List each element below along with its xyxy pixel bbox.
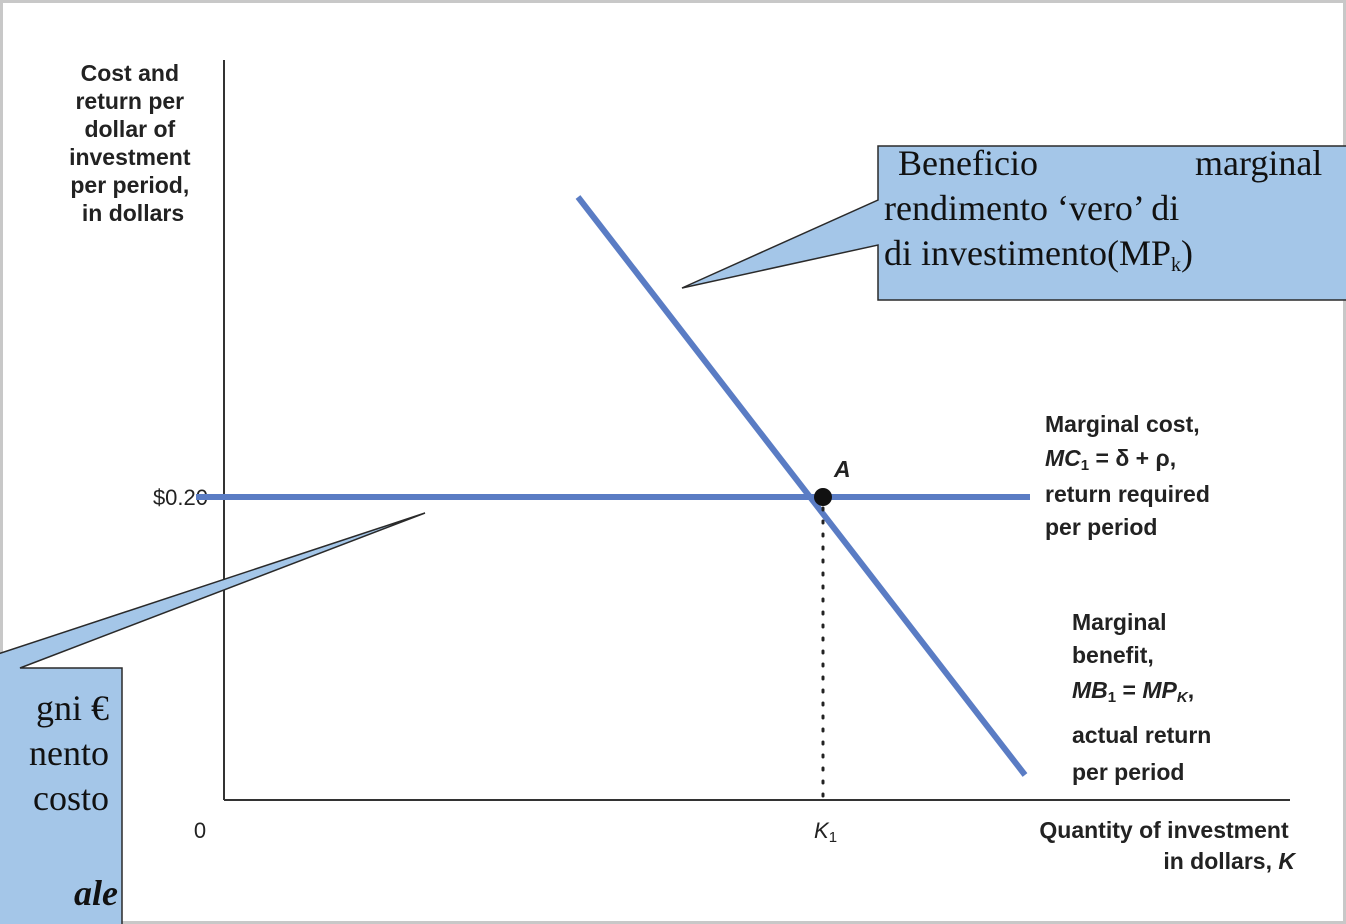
x-axis-label: Quantity of investment in dollars, K [1039, 817, 1296, 874]
text-part: k [1171, 254, 1181, 276]
text-part: in dollars [82, 200, 184, 226]
text-part: investment [69, 144, 191, 170]
text-part: = δ + ρ, [1089, 445, 1176, 471]
text-part: 1 [1108, 689, 1116, 706]
text-part: K [814, 818, 830, 843]
text-part: Beneficio [898, 143, 1038, 183]
text-part: benefit, [1072, 642, 1154, 668]
text-part: K [1177, 689, 1189, 706]
marginal-benefit-line [575, 195, 1028, 777]
point-label: A [833, 456, 851, 482]
text-part: = [1116, 677, 1142, 703]
text-part: nento [29, 733, 109, 773]
text-part: K [1278, 848, 1296, 874]
text-part: return required [1045, 481, 1210, 507]
text-part: per period [1045, 514, 1157, 540]
text-part: MC [1045, 445, 1081, 471]
text-part: marginal [1195, 143, 1322, 183]
text-part: ) [1181, 233, 1193, 273]
text-part: Marginal cost, [1045, 411, 1200, 437]
text-part: rendimento ‘vero’ di [884, 188, 1179, 228]
text-part: gni € [36, 688, 109, 728]
y-axis-label: Cost and return per dollar of investment… [69, 60, 197, 226]
text-part: MB [1072, 677, 1108, 703]
text-part: dollar of [84, 116, 175, 142]
text-part: return per [75, 88, 184, 114]
callout-bottom-text: gni € nento costo ale [29, 688, 118, 913]
text-part: Marginal [1072, 609, 1167, 635]
text-part: di investimento(MP [884, 233, 1171, 273]
mc-label: Marginal cost, MC1 = δ + ρ, return requi… [1045, 411, 1216, 540]
text-part: per period [1072, 759, 1184, 785]
x-tick-label: K1 [814, 818, 837, 846]
point-a [814, 488, 832, 506]
text-part: MP [1142, 677, 1177, 703]
text-part: ale [74, 873, 118, 913]
text-part: , [1188, 677, 1194, 703]
callout-top [681, 145, 1346, 301]
text-part: actual return [1072, 722, 1211, 748]
text-part: per period, [70, 172, 189, 198]
callout-bottom [0, 512, 426, 924]
text-part: 1 [829, 829, 837, 846]
origin-label: 0 [194, 818, 206, 843]
text-part: Quantity of investment [1039, 817, 1289, 843]
callout-top-text: Beneficio marginal rendimento ‘vero’ di … [884, 143, 1331, 276]
text-part: Cost and [81, 60, 179, 86]
text-part: 1 [1081, 457, 1089, 474]
text-part: in dollars, [1163, 848, 1278, 874]
mb-label: Marginal benefit, MB1 = MPK, actual retu… [1072, 609, 1218, 785]
text-part: costo [33, 778, 109, 818]
